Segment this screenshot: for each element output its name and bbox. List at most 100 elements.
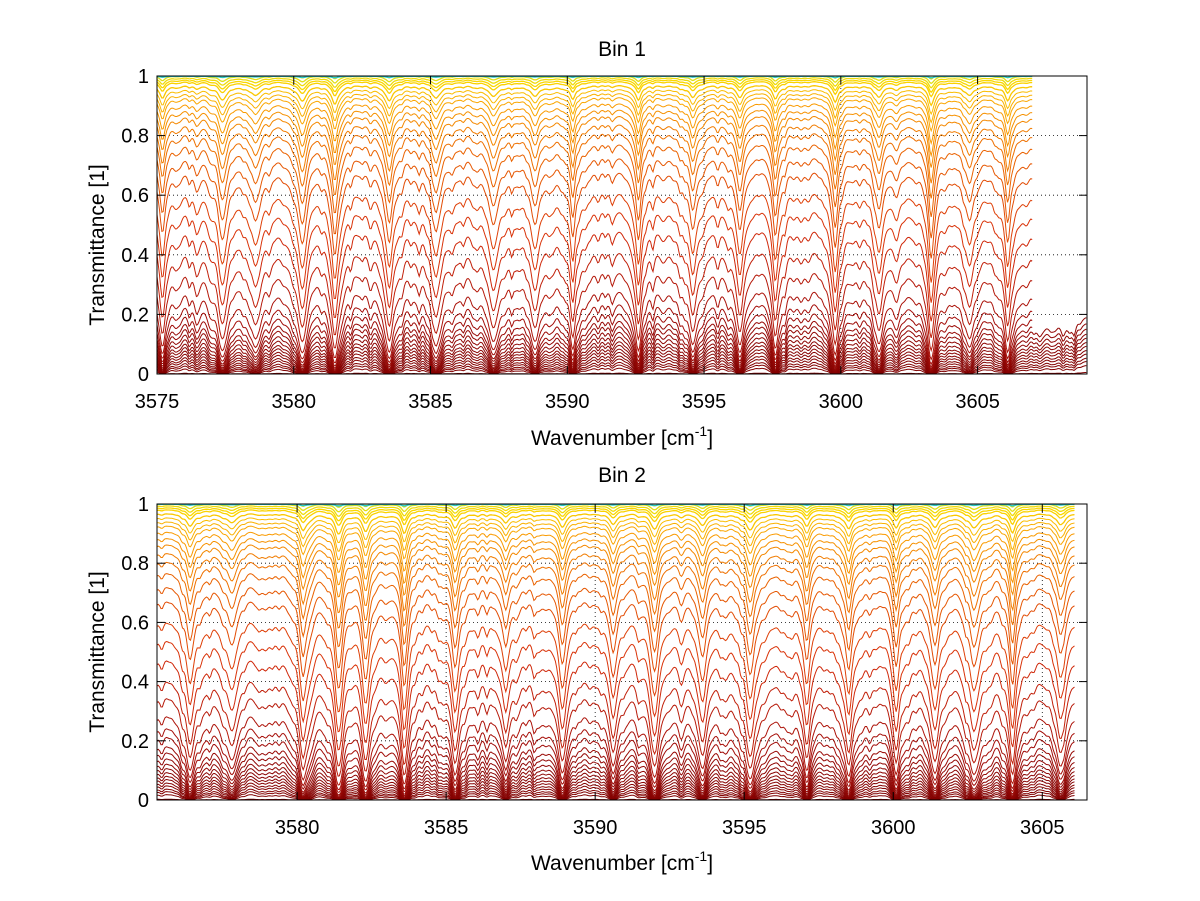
series-line-25 (157, 716, 1075, 786)
series-line-37 (157, 785, 1075, 800)
axes-box (156, 75, 1088, 375)
series-line-28 (157, 746, 1075, 796)
series-line-10 (157, 521, 1075, 552)
series-line-23 (157, 681, 1075, 767)
series-line-27 (157, 313, 1033, 368)
series-line-34 (157, 775, 1075, 800)
series-line-6 (157, 79, 1033, 94)
y-tick-label-4: 0.8 (121, 126, 149, 148)
x-axis-label-close: ] (707, 852, 713, 875)
x-tick-label-0: 3580 (275, 817, 320, 839)
series-line-32 (157, 768, 1075, 800)
series-line-29 (157, 317, 1087, 371)
chart-panel-bin-1: 3575 3580 3585 3590 3595 3600 3605 0 0.2 0.4 0.6 0.… (86, 38, 1088, 450)
series-line-28 (157, 320, 1033, 370)
y-tick-label-1: 0.2 (121, 304, 149, 326)
series-line-19 (157, 601, 1075, 689)
x-tick-label-4: 3600 (871, 817, 916, 839)
x-tick-label-4: 3595 (682, 391, 727, 413)
series-line-16 (157, 133, 1033, 199)
x-axis-label-text: Wavenumber [cm (531, 427, 695, 450)
series-line-26 (157, 728, 1075, 791)
y-tick-label-0: 0 (138, 364, 149, 386)
x-axis-label-superscript: -1 (695, 423, 708, 439)
series-line-21 (157, 640, 1075, 733)
series-line-30 (157, 323, 1087, 372)
series-line-25 (157, 291, 1033, 361)
series-line-14 (157, 115, 1033, 168)
series-line-17 (157, 144, 1033, 217)
series-line-40 (157, 794, 1075, 800)
y-tick-label-2: 0.4 (121, 245, 149, 267)
y-axis-label: Transmittance [1] (86, 164, 109, 325)
series-line-5 (157, 505, 1075, 517)
series-line-23 (157, 252, 1033, 339)
x-tick-label-3: 3595 (722, 817, 767, 839)
series-line-11 (157, 97, 1033, 133)
y-axis-label: Transmittance [1] (86, 571, 109, 732)
series-line-8 (157, 85, 1033, 107)
series-line-19 (157, 172, 1033, 259)
series-line-31 (157, 328, 1087, 373)
series-line-12 (157, 103, 1033, 145)
series-group (157, 76, 1087, 374)
series-line-20 (157, 622, 1075, 713)
x-axis-label-superscript: -1 (695, 848, 708, 864)
x-tick-label-3: 3590 (545, 391, 590, 413)
series-line-33 (157, 772, 1075, 800)
series-line-15 (157, 124, 1033, 184)
series-group (157, 504, 1075, 800)
chart-panel-bin-2: 3580 3585 3590 3595 3600 3605 0 0.2 0.4 0.6 0.8 1 B… (86, 464, 1088, 875)
series-line-9 (157, 89, 1033, 116)
series-line-10 (157, 93, 1033, 124)
x-tick-label-0: 3575 (135, 391, 180, 413)
y-tick-label-5: 1 (138, 66, 149, 88)
x-axis-label: Wavenumber [cm-1] (531, 848, 713, 875)
x-tick-label-1: 3580 (272, 391, 317, 413)
x-tick-label-2: 3590 (573, 817, 618, 839)
series-line-16 (157, 561, 1075, 629)
series-line-7 (157, 81, 1033, 98)
y-tick-label-4: 0.8 (121, 553, 149, 575)
x-tick-label-2: 3585 (408, 391, 453, 413)
series-line-32 (157, 333, 1087, 373)
series-line-27 (157, 736, 1075, 793)
series-line-12 (157, 531, 1075, 573)
series-line-6 (157, 507, 1075, 522)
series-line-21 (157, 212, 1033, 303)
chart-title: Bin 1 (598, 38, 646, 61)
series-line-38 (157, 788, 1075, 800)
x-axis-label-close: ] (707, 427, 713, 450)
x-tick-label-1: 3585 (424, 817, 469, 839)
series-line-26 (157, 304, 1033, 366)
series-line-39 (157, 791, 1075, 800)
series-line-20 (157, 193, 1033, 283)
series-line-22 (157, 660, 1075, 751)
series-line-35 (157, 778, 1075, 800)
series-line-9 (157, 517, 1075, 544)
series-line-17 (157, 573, 1075, 648)
y-tick-label-3: 0.6 (121, 185, 149, 207)
x-axis-label: Wavenumber [cm-1] (531, 423, 713, 450)
series-line-15 (157, 553, 1075, 614)
series-line-31 (157, 763, 1075, 799)
series-line-5 (157, 77, 1033, 89)
chart-title: Bin 2 (598, 464, 646, 487)
series-line-8 (157, 513, 1075, 535)
x-tick-label-5: 3600 (819, 391, 864, 413)
series-line-7 (157, 509, 1075, 526)
series-line-13 (157, 109, 1033, 158)
x-tick-label-5: 3605 (1020, 817, 1065, 839)
series-line-22 (157, 231, 1033, 322)
ticks: 3575 3580 3585 3590 3595 3600 3605 0 0.2 0.4 0.6 0.… (121, 66, 1087, 413)
axes-box (156, 503, 1088, 801)
y-tick-label-3: 0.6 (121, 612, 149, 634)
series-line-36 (157, 782, 1075, 800)
series-line-29 (157, 752, 1075, 797)
x-axis-label-text: Wavenumber [cm (531, 852, 695, 875)
y-tick-label-5: 1 (138, 494, 149, 516)
y-tick-label-0: 0 (138, 790, 149, 812)
series-line-18 (157, 587, 1075, 669)
x-tick-label-6: 3605 (955, 391, 1000, 413)
